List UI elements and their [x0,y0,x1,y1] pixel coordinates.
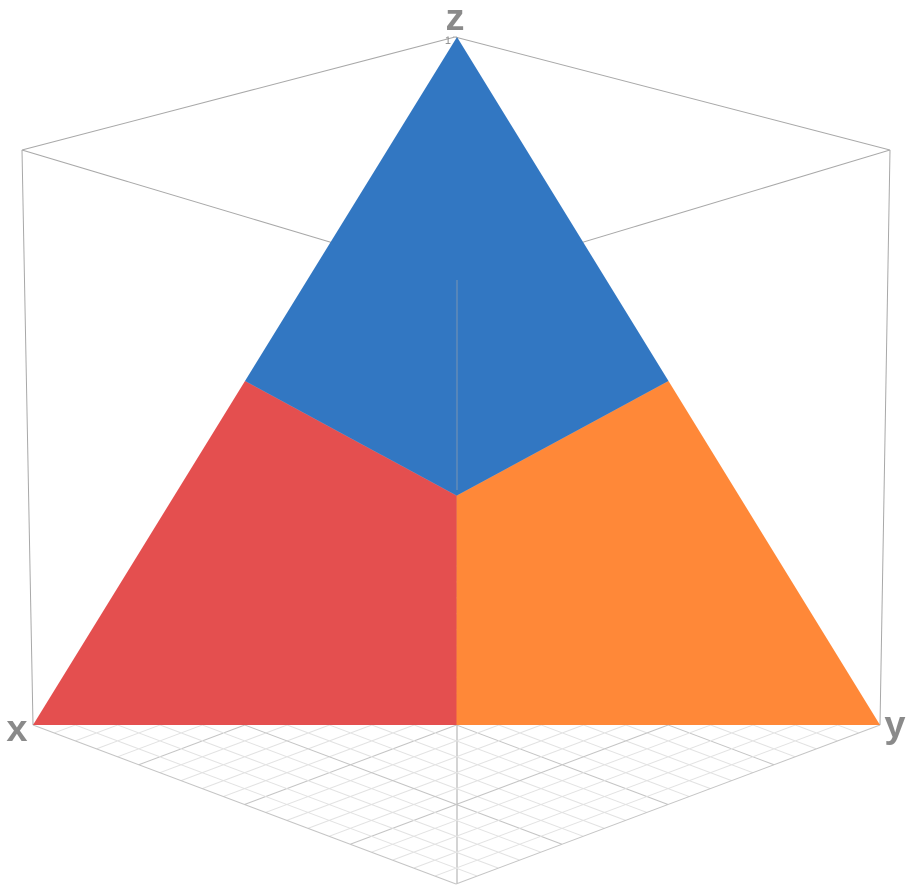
grid-line [434,716,860,877]
grid-line [32,724,457,885]
box-edge [21,149,34,726]
box-edge [879,149,891,726]
z-axis-label: z [446,0,465,39]
region-x [33,381,457,725]
grid-line [413,708,838,869]
y-axis-label: y [884,704,905,746]
box-edge [21,36,456,151]
grid-line [455,724,881,885]
z-tick-label: 1 [445,35,451,47]
grid-line [75,708,499,869]
region-z [245,37,669,496]
region-y [456,381,880,725]
grid-line [392,700,817,861]
grid-line [54,716,478,877]
surface [33,37,880,725]
x-axis-label: x [6,708,27,750]
box-edge [454,36,891,151]
grid-line [96,700,520,861]
